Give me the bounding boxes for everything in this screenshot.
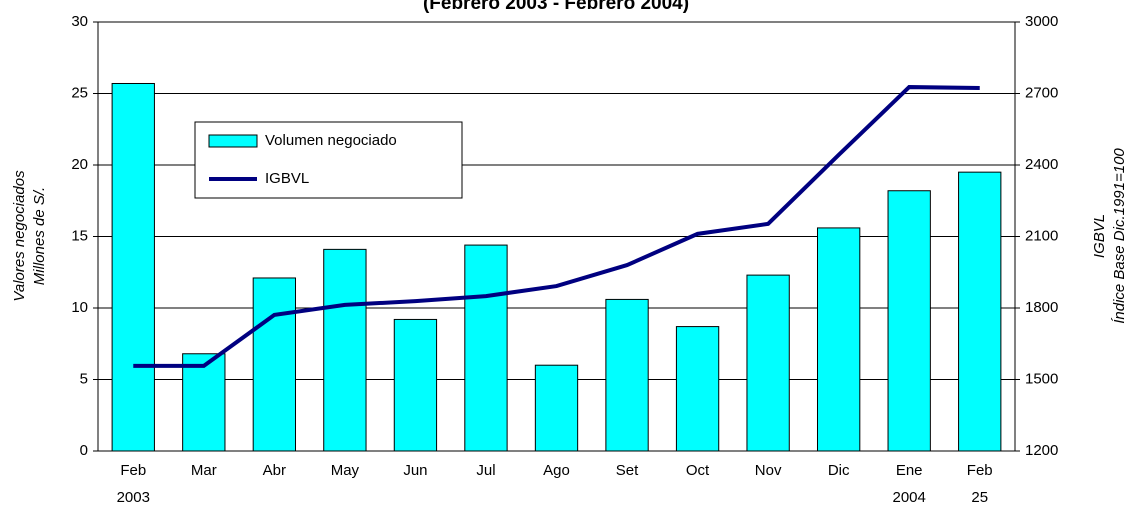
bar <box>887 190 931 452</box>
x-tick-label: Ago <box>543 462 570 479</box>
x-tick-label: Jun <box>403 462 427 479</box>
y2-axis-label-line: IGBVL <box>1091 214 1108 258</box>
x-tick-sublabel: 2004 <box>893 489 926 506</box>
bar <box>534 364 579 452</box>
y2-tick-label: 1500 <box>1025 370 1058 387</box>
y2-tick-label: 1200 <box>1025 442 1058 459</box>
x-tick-label: Abr <box>263 462 286 479</box>
bar <box>252 277 297 452</box>
x-tick-label: Nov <box>755 462 782 479</box>
y-axis-label-line: Valores negociados <box>11 170 28 302</box>
legend-swatch <box>208 134 258 148</box>
bar <box>464 244 508 452</box>
y-tick-label: 0 <box>80 442 88 459</box>
chart-title: (Febrero 2003 - Febrero 2004) <box>423 0 689 14</box>
bar <box>675 326 720 452</box>
y2-tick-label: 2700 <box>1025 84 1058 101</box>
y-tick-label: 20 <box>71 156 88 173</box>
x-tick-label: Feb <box>120 462 146 479</box>
y2-tick-label: 2100 <box>1025 227 1058 244</box>
y2-axis-label-line: Índice Base Dic.1991=100 <box>1111 148 1128 324</box>
y-tick-label: 30 <box>71 13 88 30</box>
line <box>133 85 980 368</box>
y-axis-label: Valores negociados Millones de S/. <box>11 170 48 302</box>
y-tick-label: 10 <box>71 299 88 316</box>
x-tick-label: Jul <box>476 462 495 479</box>
x-tick-sublabel: 2003 <box>117 489 150 506</box>
y-axis-label-line: Millones de S/. <box>31 187 48 285</box>
x-tick-label: Mar <box>191 462 217 479</box>
x-tick-label: Set <box>616 462 639 479</box>
x-tick-label: Feb <box>967 462 993 479</box>
x-tick-label: Ene <box>896 462 923 479</box>
bar <box>605 298 649 452</box>
x-tick-label: May <box>331 462 360 479</box>
bar <box>323 248 367 452</box>
bar <box>746 274 790 452</box>
y2-axis-label: IGBVL Índice Base Dic.1991=100 <box>1091 148 1128 324</box>
y-tick-label: 15 <box>71 227 88 244</box>
bar <box>111 82 155 452</box>
bar <box>958 171 1002 452</box>
bar <box>182 353 226 452</box>
y-tick-label: 25 <box>71 84 88 101</box>
y2-tick-label: 2400 <box>1025 156 1058 173</box>
x-tick-label: Dic <box>828 462 850 479</box>
bar <box>816 227 861 452</box>
y-tick-label: 5 <box>80 370 88 387</box>
y2-tick-label: 1800 <box>1025 299 1058 316</box>
legend-label: Volumen negociado <box>265 132 397 149</box>
bar <box>393 318 438 452</box>
legend-label: IGBVL <box>265 170 309 187</box>
x-tick-label: Oct <box>686 462 710 479</box>
x-tick-sublabel: 25 <box>971 489 988 506</box>
y2-tick-label: 3000 <box>1025 13 1058 30</box>
